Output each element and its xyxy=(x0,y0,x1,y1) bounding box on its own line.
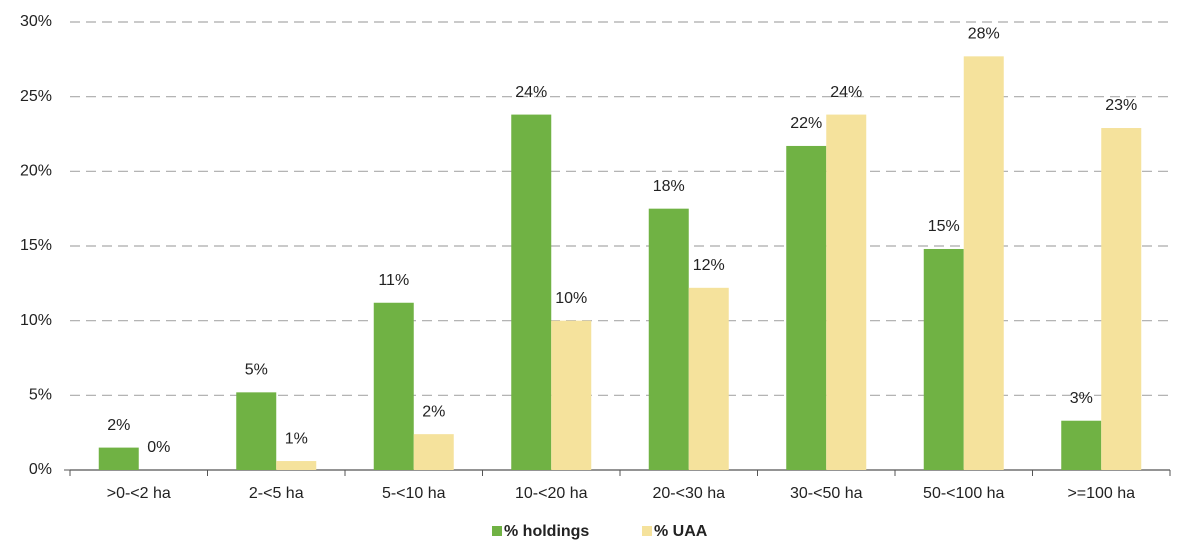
x-tick-label: 10-<20 ha xyxy=(515,485,588,502)
x-tick-label: >0-<2 ha xyxy=(107,485,171,502)
bar xyxy=(1061,420,1102,470)
bar xyxy=(688,287,729,470)
bar xyxy=(923,248,964,470)
value-label: 11% xyxy=(378,272,409,289)
y-tick-label: 5% xyxy=(29,387,52,404)
value-label: 24% xyxy=(830,84,862,101)
value-label: 1% xyxy=(285,430,308,447)
bar xyxy=(786,145,827,471)
value-label: 3% xyxy=(1070,390,1093,407)
bar xyxy=(373,302,414,470)
value-label: 18% xyxy=(653,178,685,195)
value-label: 5% xyxy=(245,362,268,379)
bar xyxy=(276,461,317,470)
value-label: 22% xyxy=(790,115,822,132)
y-tick-label: 10% xyxy=(20,312,52,329)
legend-swatch xyxy=(492,526,502,536)
y-tick-label: 0% xyxy=(29,461,52,478)
bar xyxy=(826,114,867,470)
value-label: 15% xyxy=(928,218,960,235)
bar xyxy=(551,320,592,470)
bar xyxy=(98,447,139,470)
y-tick-label: 25% xyxy=(20,88,52,105)
x-tick-label: >=100 ha xyxy=(1067,485,1135,502)
value-label: 24% xyxy=(515,84,547,101)
value-label: 28% xyxy=(968,26,1000,43)
value-label: 2% xyxy=(422,403,445,420)
legend-label: % holdings xyxy=(504,523,589,540)
legend-label: % UAA xyxy=(654,523,708,540)
y-tick-label: 30% xyxy=(20,13,52,30)
legend-swatch xyxy=(642,526,652,536)
bar xyxy=(1101,128,1142,470)
legend: % holdings % UAA xyxy=(492,523,708,540)
bar xyxy=(236,392,277,470)
value-label: 23% xyxy=(1105,97,1137,114)
x-tick-label: 50-<100 ha xyxy=(923,485,1005,502)
x-tick-label: 30-<50 ha xyxy=(790,485,863,502)
value-label: 12% xyxy=(693,257,725,274)
x-tick-label: 5-<10 ha xyxy=(382,485,446,502)
value-label: 10% xyxy=(555,290,587,307)
value-label: 0% xyxy=(147,439,170,456)
bar xyxy=(413,434,454,470)
value-label: 2% xyxy=(107,417,130,434)
bar xyxy=(963,56,1004,470)
y-tick-label: 20% xyxy=(20,163,52,180)
bar xyxy=(648,208,689,470)
x-tick-label: 20-<30 ha xyxy=(652,485,725,502)
y-tick-label: 15% xyxy=(20,237,52,254)
bar xyxy=(511,114,552,470)
x-tick-label: 2-<5 ha xyxy=(249,485,304,502)
